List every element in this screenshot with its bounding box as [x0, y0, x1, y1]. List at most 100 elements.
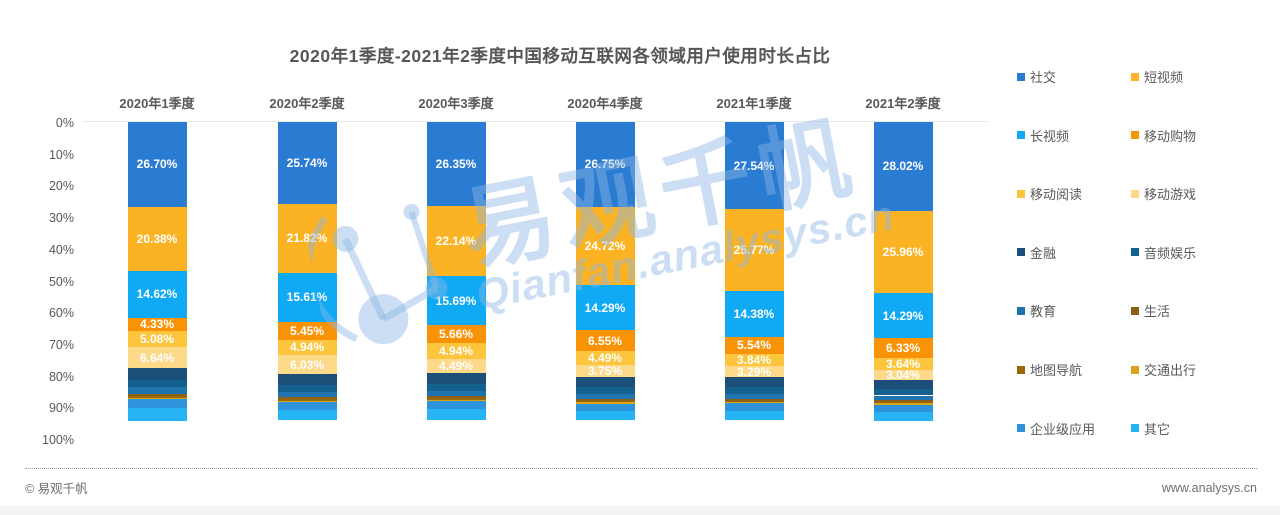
- bar-segment[interactable]: [127, 398, 187, 409]
- bar-segment[interactable]: [127, 379, 187, 388]
- bar-segment[interactable]: [127, 408, 187, 422]
- bar-segment[interactable]: 27.54%: [724, 122, 784, 210]
- bar-segment[interactable]: 14.29%: [873, 293, 933, 339]
- bar-value-label: 3.75%: [587, 364, 623, 379]
- legend-item[interactable]: 交通出行: [1131, 360, 1196, 379]
- bar-segment[interactable]: [277, 410, 337, 421]
- bar-segment[interactable]: [724, 400, 784, 403]
- legend-item[interactable]: 教育: [1017, 301, 1056, 320]
- bar-segment[interactable]: 14.29%: [575, 285, 635, 331]
- bar-segment[interactable]: 6.33%: [873, 338, 933, 359]
- bar-segment[interactable]: 4.94%: [277, 339, 337, 356]
- bar-segment[interactable]: [724, 376, 784, 387]
- legend-item[interactable]: 地图导航: [1017, 360, 1082, 379]
- bar-segment[interactable]: [724, 393, 784, 399]
- bar-segment[interactable]: [575, 403, 635, 411]
- legend-item[interactable]: 社交: [1017, 67, 1056, 86]
- bar-segment[interactable]: 20.38%: [127, 206, 187, 272]
- bar-segment[interactable]: [873, 404, 933, 412]
- bar-segment[interactable]: [426, 384, 486, 392]
- bar-segment[interactable]: [127, 393, 187, 396]
- bar-segment[interactable]: 15.61%: [277, 272, 337, 323]
- bar-segment[interactable]: [873, 395, 933, 401]
- bar-segment[interactable]: [127, 368, 187, 380]
- bar-segment[interactable]: [277, 374, 337, 386]
- bar-segment[interactable]: [426, 391, 486, 397]
- bar-segment[interactable]: 26.75%: [575, 122, 635, 207]
- legend-item[interactable]: 长视频: [1017, 126, 1069, 145]
- website-link[interactable]: www.analysys.cn: [1161, 481, 1257, 495]
- bar-segment[interactable]: [277, 400, 337, 403]
- bar-segment[interactable]: [426, 409, 486, 421]
- bar-segment[interactable]: 25.77%: [724, 209, 784, 291]
- bar-segment[interactable]: 22.14%: [426, 205, 486, 276]
- bar-segment[interactable]: 4.49%: [575, 351, 635, 366]
- bar-segment[interactable]: 5.66%: [426, 325, 486, 344]
- bar-segment[interactable]: [575, 402, 635, 404]
- bar-segment[interactable]: 3.75%: [575, 364, 635, 379]
- bar-segment[interactable]: 5.54%: [724, 336, 784, 355]
- bar-segment[interactable]: [575, 410, 635, 421]
- bar-segment[interactable]: [873, 400, 933, 402]
- bar-segment[interactable]: [426, 396, 486, 399]
- bar-segment[interactable]: [277, 397, 337, 400]
- bar-segment[interactable]: [277, 402, 337, 411]
- bar-segment[interactable]: 24.72%: [575, 206, 635, 286]
- bar-segment[interactable]: [575, 377, 635, 388]
- bar-segment[interactable]: 26.35%: [426, 122, 486, 206]
- bar-segment[interactable]: [873, 389, 933, 396]
- bar-segment[interactable]: [724, 402, 784, 404]
- bar-segment[interactable]: [724, 410, 784, 421]
- bar-segment[interactable]: [575, 399, 635, 401]
- bar-segment[interactable]: [127, 397, 187, 399]
- bar-segment[interactable]: [575, 387, 635, 395]
- bar-segment[interactable]: [277, 399, 337, 401]
- bar-segment[interactable]: 3.04%: [873, 369, 933, 381]
- bar-segment[interactable]: [426, 399, 486, 402]
- bar-segment[interactable]: 26.70%: [127, 122, 187, 207]
- bar-segment[interactable]: 3.29%: [724, 366, 784, 378]
- bar-segment[interactable]: 3.84%: [724, 354, 784, 367]
- legend-item[interactable]: 移动游戏: [1131, 184, 1196, 203]
- legend-item[interactable]: 短视频: [1131, 67, 1183, 86]
- legend-item[interactable]: 音频娱乐: [1131, 243, 1196, 262]
- legend-item[interactable]: 移动阅读: [1017, 184, 1082, 203]
- bar-segment[interactable]: 3.64%: [873, 358, 933, 370]
- bar-segment[interactable]: [127, 387, 187, 394]
- bar-segment[interactable]: 14.38%: [724, 290, 784, 337]
- bar-segment[interactable]: [873, 401, 933, 404]
- bar-segment[interactable]: [277, 385, 337, 393]
- bar-segment[interactable]: 4.33%: [127, 317, 187, 332]
- bar-segment[interactable]: [724, 398, 784, 401]
- legend-item[interactable]: 其它: [1131, 419, 1170, 438]
- bar-segment[interactable]: [724, 403, 784, 411]
- bar-segment[interactable]: 5.45%: [277, 322, 337, 340]
- bar-segment[interactable]: 6.55%: [575, 330, 635, 352]
- bar-segment[interactable]: [873, 379, 933, 390]
- bar-segment[interactable]: [277, 392, 337, 398]
- bar-segment[interactable]: 15.69%: [426, 275, 486, 326]
- bar-segment[interactable]: 5.08%: [127, 331, 187, 348]
- legend-item[interactable]: 生活: [1131, 301, 1170, 320]
- bar-segment[interactable]: [426, 398, 486, 400]
- bar-segment[interactable]: [575, 400, 635, 403]
- bar-segment[interactable]: [426, 401, 486, 410]
- bar-segment[interactable]: 25.96%: [873, 210, 933, 294]
- bar-segment[interactable]: [127, 395, 187, 398]
- bar-segment[interactable]: [575, 394, 635, 400]
- bar-segment[interactable]: [426, 373, 486, 385]
- bar-segment[interactable]: [873, 403, 933, 405]
- bar-segment[interactable]: 6.03%: [277, 355, 337, 375]
- bar-segment[interactable]: [724, 386, 784, 394]
- bar-segment[interactable]: 28.02%: [873, 122, 933, 211]
- legend-item[interactable]: 移动购物: [1131, 126, 1196, 145]
- bar-segment[interactable]: 21.82%: [277, 203, 337, 273]
- bar-segment[interactable]: 25.74%: [277, 122, 337, 204]
- bar-segment[interactable]: 14.62%: [127, 271, 187, 318]
- legend-item[interactable]: 金融: [1017, 243, 1056, 262]
- bar-segment[interactable]: [873, 411, 933, 421]
- bar-segment[interactable]: 4.49%: [426, 359, 486, 374]
- bar-segment[interactable]: 4.94%: [426, 343, 486, 360]
- legend-item[interactable]: 企业级应用: [1017, 419, 1095, 438]
- bar-segment[interactable]: 6.64%: [127, 347, 187, 369]
